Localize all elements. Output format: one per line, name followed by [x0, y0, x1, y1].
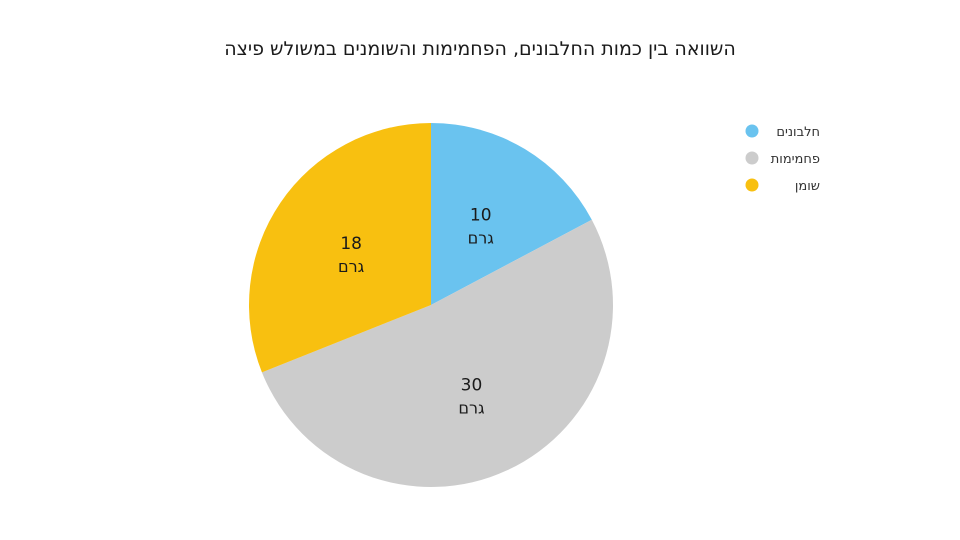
pie-slice-1	[431, 123, 592, 305]
legend-label-1: חלבונים	[776, 125, 820, 140]
pie-slices	[249, 123, 614, 488]
legend-marker-2	[745, 151, 759, 165]
slice-value-label: 18	[340, 234, 362, 254]
legend-label-2: פחמימות	[771, 152, 820, 167]
pie-slice-3	[249, 123, 431, 373]
pie-labels: 10 גרם 30 גרם 18 גרם	[338, 205, 494, 417]
pie-slice-2	[261, 219, 614, 488]
slice-unit-label: גרם	[458, 399, 485, 418]
legend-marker-1	[745, 124, 759, 138]
slice-unit-label: גרם	[338, 257, 365, 276]
slice-value-label: 10	[470, 205, 492, 225]
legend-label-3: שומן	[795, 179, 820, 194]
chart-legend: חלבונים פחמימות שומן	[745, 124, 820, 194]
legend-marker-3	[745, 178, 759, 192]
slice-unit-label: גרם	[468, 228, 495, 247]
chart-title: השוואה בין כמות החלבונים, הפחמימות והשומ…	[224, 38, 736, 60]
slice-value-label: 30	[461, 376, 483, 396]
